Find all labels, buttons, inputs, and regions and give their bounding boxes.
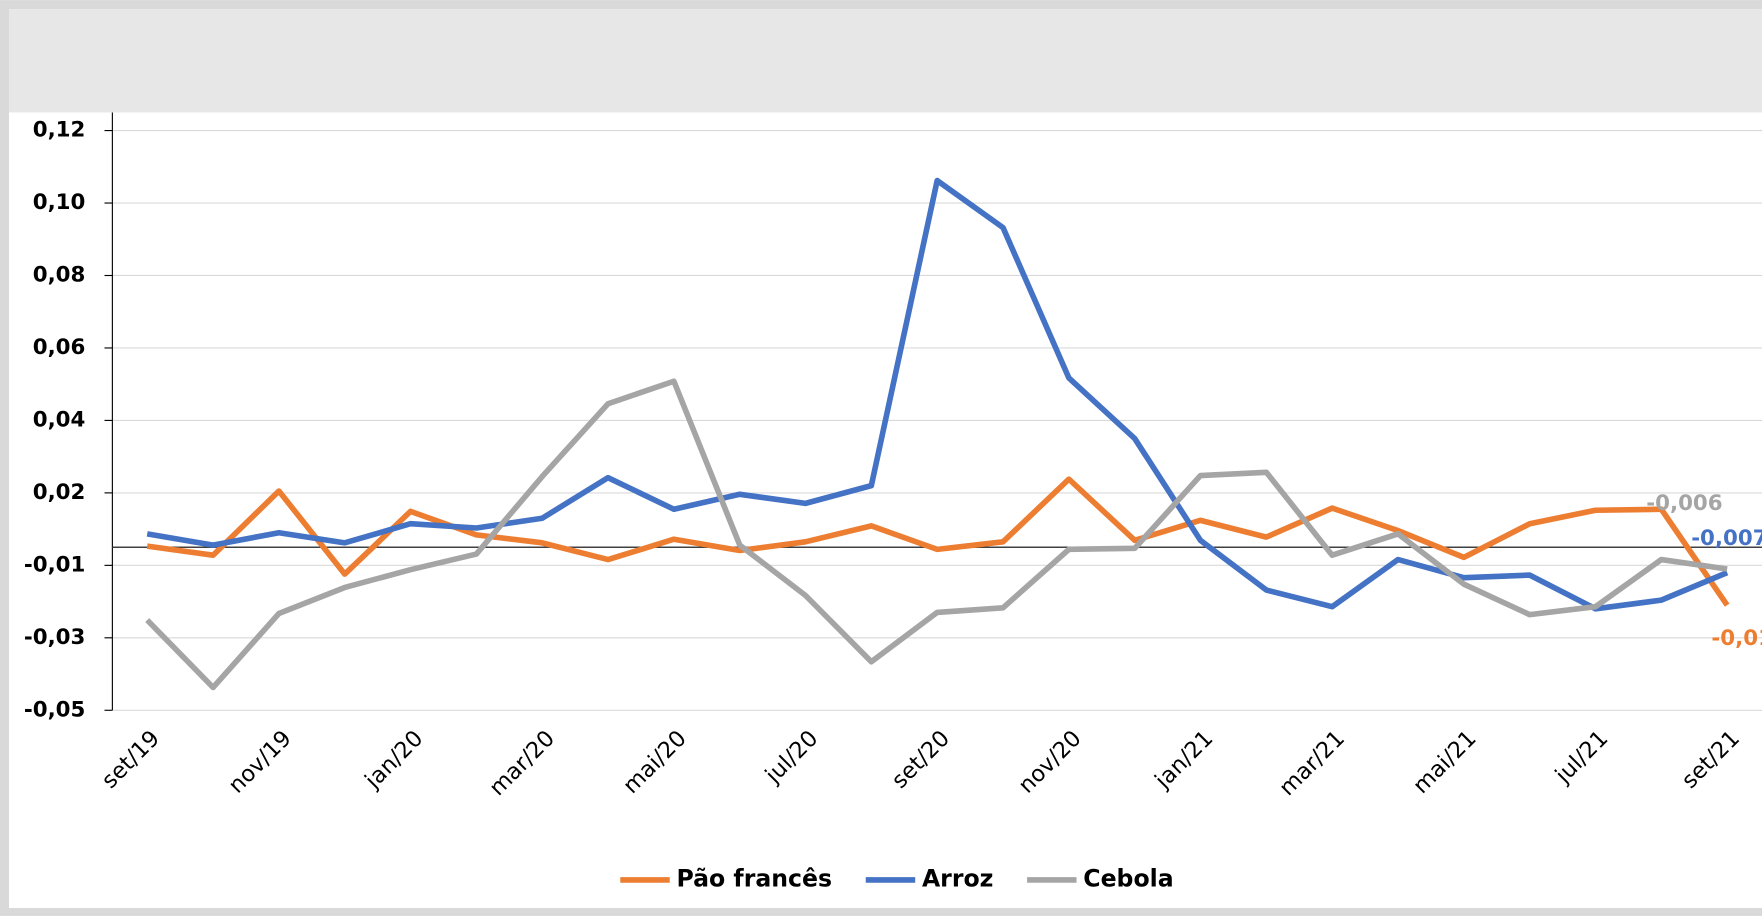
- series-line: [146, 177, 1729, 612]
- y-tick-label: 0,04: [33, 407, 86, 432]
- legend-label: Arroz: [922, 864, 993, 892]
- lines: [145, 177, 1730, 691]
- y-tick-label: 0,12: [33, 118, 86, 143]
- legend-label: Cebola: [1083, 864, 1173, 892]
- data-label: -0,006: [1646, 491, 1722, 516]
- y-tick-label: -0,01: [24, 552, 86, 577]
- y-tick-label: -0,05: [24, 697, 86, 722]
- data-label: -0,016: [1711, 626, 1762, 651]
- series-line: [146, 476, 1730, 607]
- legend-label: Pão francês: [676, 864, 832, 892]
- header-band: [8, 9, 1762, 113]
- y-tick-label: 0,08: [33, 262, 86, 287]
- y-tick-label: 0,06: [33, 335, 86, 360]
- y-tick-label: 0,02: [33, 480, 86, 505]
- chart-area: [8, 9, 1762, 909]
- data-label: -0,007: [1691, 526, 1762, 551]
- y-tick-label: 0,10: [33, 190, 86, 215]
- series-line: [145, 378, 1728, 691]
- y-tick-label: -0,03: [24, 625, 86, 650]
